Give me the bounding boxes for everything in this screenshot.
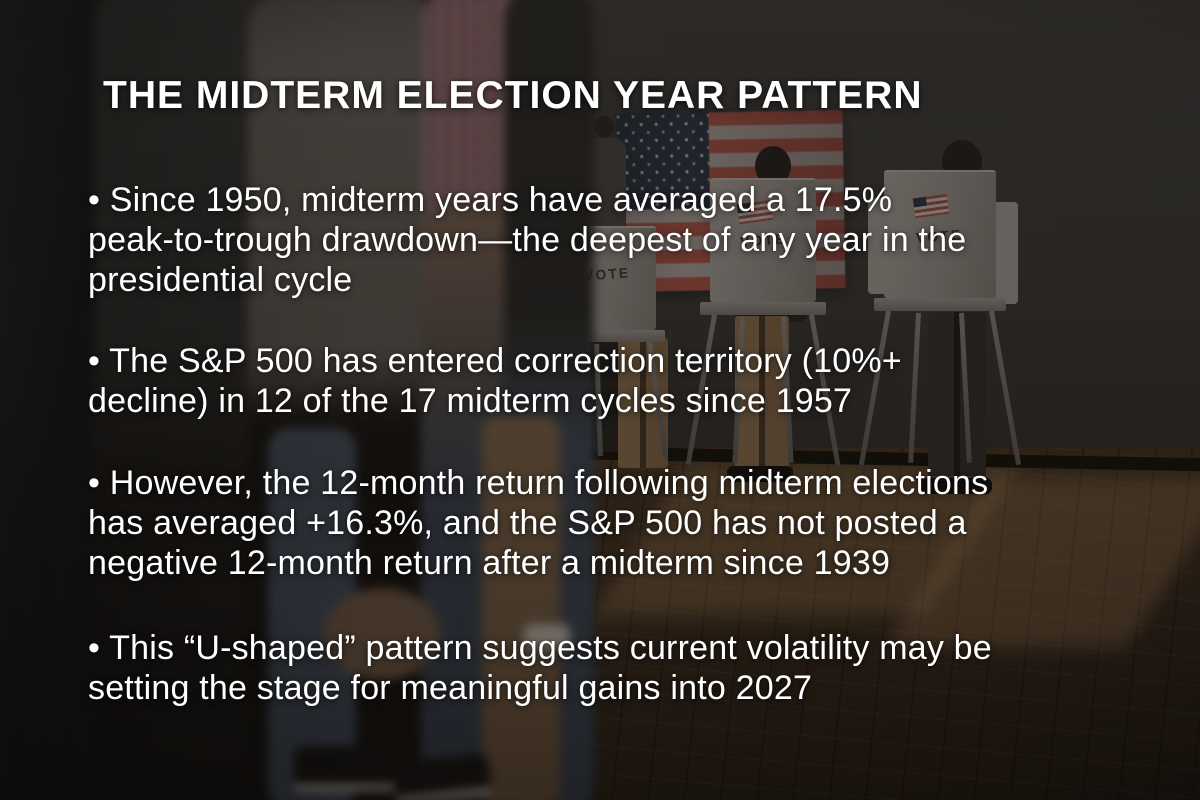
page-title: THE MIDTERM ELECTION YEAR PATTERN [103, 74, 923, 117]
sneaker [294, 746, 398, 790]
voter-shoes [918, 478, 992, 494]
crowd-hands [324, 588, 440, 680]
voter-legs [928, 312, 986, 476]
crowd-figure [94, 0, 266, 800]
bystander-head [594, 116, 614, 138]
bullet-point: • The S&P 500 has entered correction ter… [88, 342, 902, 420]
voter-legs [735, 316, 789, 472]
voting-booth: VOTE [685, 178, 841, 468]
voter-shirt [992, 202, 1018, 304]
booth-screen: VOTE [884, 170, 996, 298]
bullet-point: • Since 1950, midterm years have average… [88, 181, 967, 299]
bullet-point: • This “U-shaped” pattern suggests curre… [88, 629, 992, 707]
voter-shoes [727, 466, 793, 482]
bullet-point: • However, the 12-month return following… [88, 464, 989, 582]
booth-desk [874, 298, 1006, 311]
crowd-silhouettes [0, 0, 594, 800]
crowd-khaki-legs [482, 416, 560, 800]
booth-screen: VOTE [710, 178, 816, 302]
voting-booth: VOTE [858, 170, 1022, 470]
booth-desk [700, 302, 826, 315]
sneaker [524, 624, 570, 650]
